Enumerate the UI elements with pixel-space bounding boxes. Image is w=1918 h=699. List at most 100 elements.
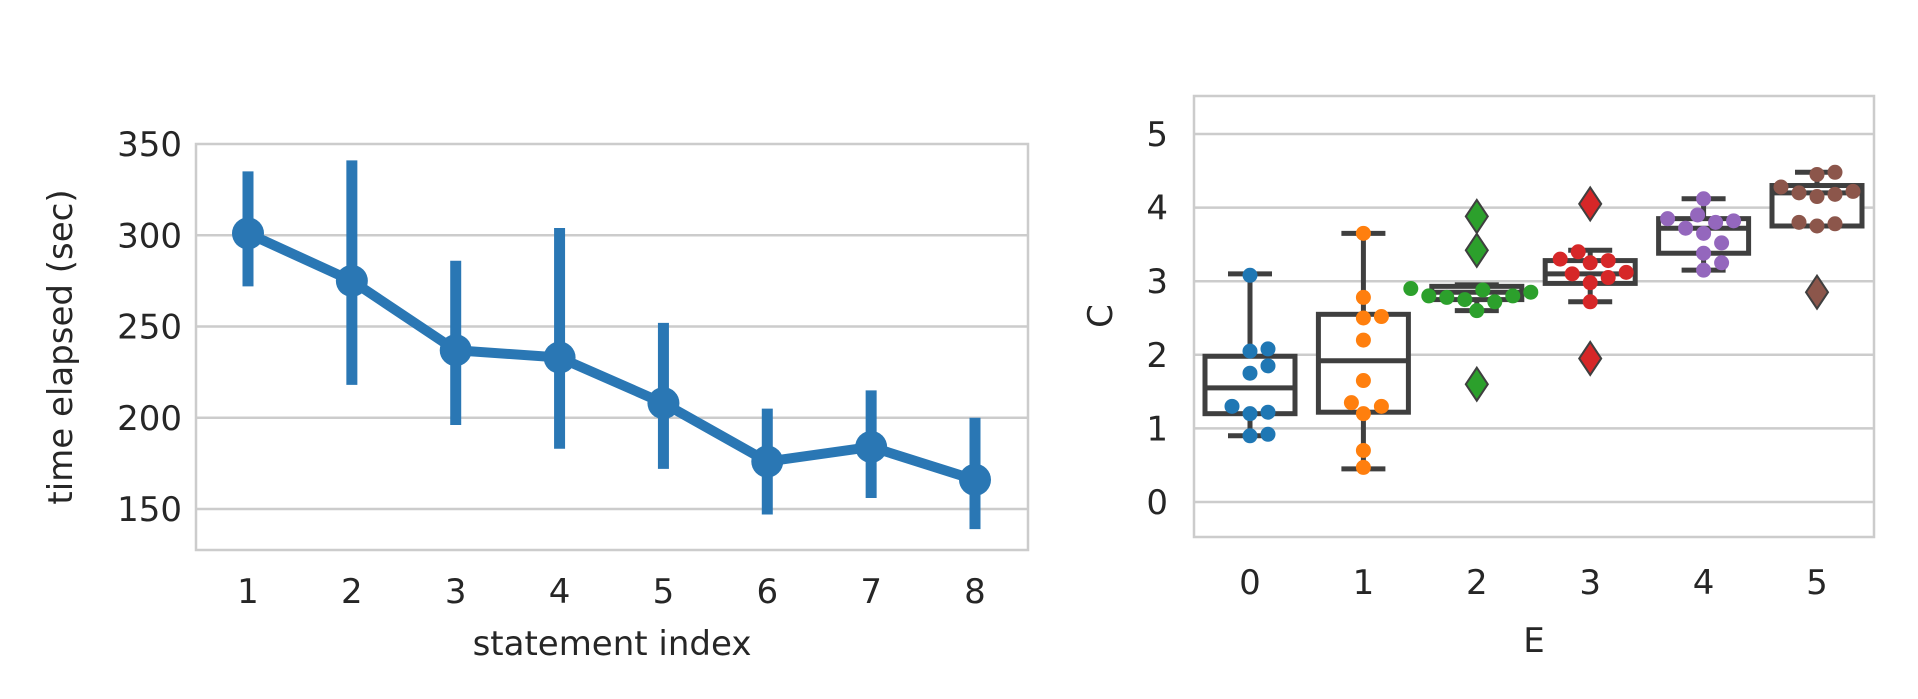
box-plot: 0 1 2 3 4 5 0 1 2 3 4 5 E C: [1081, 94, 1876, 661]
swarm-point: [1355, 406, 1371, 422]
left-y-tick-labels: 150 200 250 300 350: [117, 125, 182, 530]
swarm-point: [1791, 214, 1807, 230]
right-y-tick-labels: 0 1 2 3 4 5: [1146, 115, 1168, 523]
left-y-tick-label: 200: [117, 399, 182, 439]
right-gridlines: [1194, 132, 1874, 504]
left-x-tick-label: 2: [341, 572, 363, 612]
swarm-point: [1242, 406, 1258, 422]
swarm-point: [1696, 191, 1712, 207]
swarm-point: [1421, 288, 1437, 304]
swarm-point: [1678, 220, 1694, 236]
right-y-tick-label: 1: [1146, 409, 1168, 449]
right-x-tick-label: 3: [1579, 563, 1601, 603]
left-data-point: [543, 341, 576, 374]
left-x-tick-label: 5: [653, 572, 675, 612]
swarm-point: [1582, 255, 1598, 271]
point-plot: 150 200 250 300 350 1 2 3 4 5 6 7 8 statement index…: [41, 125, 1030, 664]
swarm-point: [1242, 365, 1258, 381]
left-series-line: [245, 228, 977, 485]
left-x-tick-label: 1: [237, 572, 259, 612]
right-y-tick-label: 4: [1146, 189, 1168, 229]
outlier-marker: [1464, 198, 1490, 235]
left-y-axis-label: time elapsed (sec): [41, 189, 81, 504]
right-y-tick-label: 3: [1146, 262, 1168, 302]
left-x-tick-label: 3: [445, 572, 467, 612]
right-x-axis-label: E: [1523, 621, 1544, 661]
swarm-point: [1475, 282, 1491, 298]
left-x-axis-label: statement index: [473, 624, 752, 664]
swarm-point: [1260, 404, 1276, 420]
right-x-tick-label: 1: [1353, 563, 1375, 603]
swarm-point: [1726, 213, 1742, 229]
left-data-point: [647, 387, 680, 420]
swarm-point: [1690, 207, 1706, 223]
right-y-axis-label: C: [1081, 304, 1121, 328]
swarm-point: [1696, 262, 1712, 278]
left-data-point: [751, 445, 784, 478]
outlier-marker: [1464, 365, 1490, 403]
left-x-tick-label: 8: [964, 572, 986, 612]
left-data-point: [959, 463, 991, 496]
right-boxes: [1202, 169, 1865, 472]
left-y-tick-label: 250: [117, 308, 182, 348]
left-y-tick-label: 350: [117, 125, 182, 165]
swarm-point: [1355, 442, 1371, 458]
left-x-tick-label: 6: [756, 572, 778, 612]
swarm-point: [1809, 189, 1825, 205]
right-x-tick-label: 4: [1693, 563, 1715, 603]
left-plot-frame: [194, 142, 1030, 552]
swarm-point: [1773, 179, 1789, 195]
swarm-point: [1260, 358, 1276, 374]
swarm-point: [1242, 267, 1258, 283]
swarm-point: [1791, 185, 1807, 201]
swarm-point: [1618, 264, 1634, 280]
left-x-tick-label: 7: [860, 572, 882, 612]
swarm-point: [1242, 428, 1258, 444]
left-x-tick-label: 4: [549, 572, 571, 612]
outlier-marker: [1577, 185, 1603, 223]
swarm-point: [1600, 253, 1616, 269]
swarm-point: [1714, 235, 1730, 251]
swarm-point: [1845, 183, 1861, 199]
swarm-point: [1696, 245, 1712, 261]
left-data-point: [232, 217, 264, 250]
swarm-point: [1809, 166, 1825, 182]
swarm-point: [1355, 332, 1371, 348]
left-gridlines: [196, 234, 1028, 511]
swarm-point: [1827, 164, 1843, 180]
left-error-bars: [242, 160, 981, 530]
box-group: [1315, 230, 1411, 472]
swarm-point: [1582, 275, 1598, 291]
box-iqr: [1202, 353, 1298, 417]
right-y-tick-label: 0: [1146, 483, 1168, 523]
swarm-point: [1696, 225, 1712, 241]
left-data-point: [855, 430, 888, 463]
left-y-tick-label: 150: [117, 490, 182, 530]
swarm-point: [1373, 309, 1389, 325]
swarm-point: [1355, 289, 1371, 305]
left-y-tick-label: 300: [117, 216, 182, 256]
swarm-point: [1809, 218, 1825, 234]
swarm-point: [1260, 341, 1276, 357]
swarm-point: [1564, 266, 1580, 282]
swarm-point: [1487, 294, 1503, 310]
outlier-marker: [1577, 340, 1603, 377]
swarm-point: [1660, 211, 1676, 227]
swarm-point: [1242, 343, 1258, 359]
swarm-point: [1523, 284, 1539, 300]
outlier-marker: [1804, 273, 1830, 311]
right-x-tick-label: 0: [1239, 563, 1261, 603]
swarm-point: [1827, 186, 1843, 202]
right-y-tick-label: 2: [1146, 336, 1168, 376]
outlier-marker: [1464, 231, 1490, 269]
swarm-point: [1439, 289, 1455, 305]
swarm-point: [1260, 426, 1276, 442]
left-data-point: [335, 264, 368, 297]
right-swarm-points: [1224, 164, 1861, 475]
swarm-point: [1373, 398, 1389, 414]
swarm-point: [1355, 373, 1371, 389]
swarm-point: [1469, 303, 1485, 319]
swarm-point: [1403, 281, 1419, 297]
